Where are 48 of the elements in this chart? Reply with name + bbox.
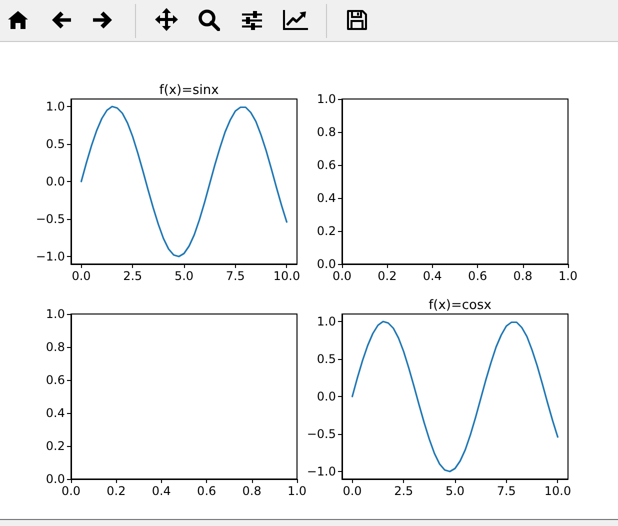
x-tick-label: 0.0 (72, 269, 91, 283)
y-tick-label: 0.0 (46, 174, 65, 188)
x-tick-label: 0.0 (61, 484, 81, 498)
x-tick-label: 0.2 (106, 484, 126, 498)
x-tick-label: 0.4 (152, 484, 171, 498)
line-series (80, 106, 288, 258)
y-tick-label: −1.0 (306, 464, 336, 478)
y-tick-label: 0.0 (46, 472, 65, 486)
y-tick-label: 0.0 (316, 390, 336, 404)
y-tick-label: −1.0 (36, 250, 65, 264)
y-tick-label: 0.4 (46, 406, 65, 420)
y-tick-label: 0.2 (316, 224, 336, 238)
x-tick-label: 0.6 (197, 484, 216, 498)
x-tick-label: 1.0 (558, 269, 578, 283)
x-tick-label: 10.0 (273, 269, 300, 283)
x-tick-label: 0.0 (342, 484, 362, 498)
y-tick-label: 0.2 (46, 439, 65, 453)
x-tick-label: 0.8 (242, 484, 262, 498)
x-tick-label: 5.0 (445, 484, 465, 498)
x-tick-label: 10.0 (544, 484, 572, 498)
x-tick-label: 0.4 (422, 269, 442, 283)
x-tick-label: 5.0 (174, 269, 194, 283)
x-tick-label: 0.0 (332, 269, 352, 283)
y-tick-label: 0.0 (316, 257, 336, 271)
y-tick-label: 1.0 (46, 100, 65, 114)
chart-title: f(x)=cosx (428, 298, 492, 313)
x-tick-label: 0.2 (378, 269, 397, 283)
y-tick-label: −0.5 (306, 427, 336, 441)
y-tick-label: 0.5 (316, 352, 336, 366)
y-tick-label: 1.0 (316, 92, 336, 106)
y-tick-label: 0.8 (316, 125, 336, 139)
y-tick-label: 1.0 (316, 314, 336, 328)
x-tick-label: 7.5 (496, 484, 516, 498)
x-tick-label: 1.0 (287, 484, 307, 498)
line-series (351, 320, 559, 472)
chart-title: f(x)=sinx (159, 83, 220, 98)
y-tick-label: 0.8 (46, 340, 65, 354)
y-tick-label: 0.5 (46, 137, 65, 151)
x-tick-label: 2.5 (123, 269, 142, 283)
x-tick-label: 2.5 (394, 484, 414, 498)
y-tick-label: 1.0 (46, 307, 65, 321)
y-tick-label: −0.5 (36, 212, 65, 226)
x-tick-label: 0.6 (468, 269, 488, 283)
y-tick-label: 0.6 (316, 158, 336, 172)
y-tick-label: 0.4 (316, 191, 336, 205)
x-tick-label: 0.8 (513, 269, 532, 283)
y-tick-label: 0.6 (46, 373, 65, 387)
x-tick-label: 7.5 (226, 269, 245, 283)
